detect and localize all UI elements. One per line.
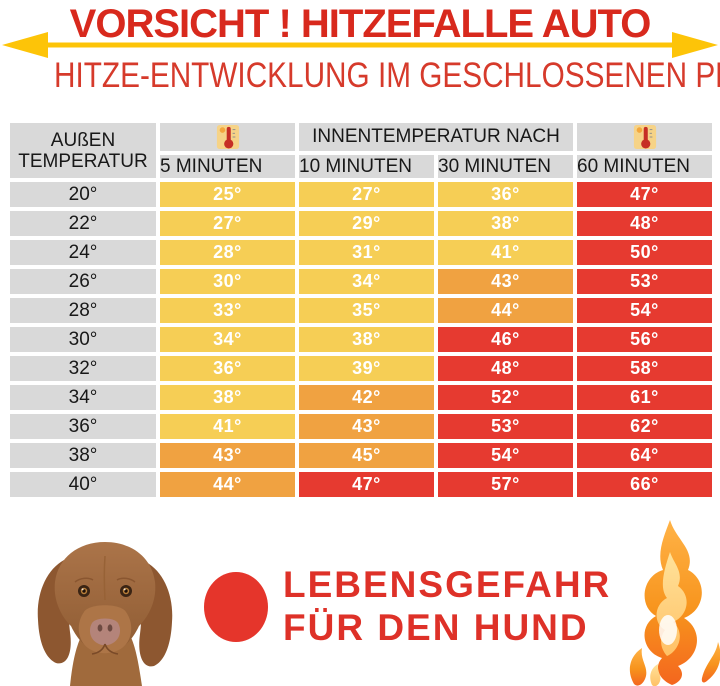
inner-temp-cell: 64°	[577, 443, 712, 468]
table-row: 30° 34° 38° 46° 56°	[10, 327, 712, 352]
table-row: 28° 33° 35° 44° 54°	[10, 298, 712, 323]
inner-temp-cell: 47°	[299, 472, 434, 497]
inner-temp-cell: 47°	[577, 182, 712, 207]
inner-temp-cell: 52°	[438, 385, 573, 410]
outside-temp-cell: 34°	[10, 385, 156, 410]
table-row: 40° 44° 47° 57° 66°	[10, 472, 712, 497]
inner-temp-cell: 44°	[438, 298, 573, 323]
table-row: 32° 36° 39° 48° 58°	[10, 356, 712, 381]
flame-image	[629, 520, 720, 686]
inner-temp-cell: 27°	[160, 211, 295, 236]
inner-temp-cell: 27°	[299, 182, 434, 207]
table-row: 38° 43° 45° 54° 64°	[10, 443, 712, 468]
inner-temp-cell: 36°	[438, 182, 573, 207]
thermometer-icon	[216, 125, 239, 149]
warning-text: LEBENSGEFAHR FÜR DEN HUND	[283, 563, 611, 649]
inner-temp-cell: 56°	[577, 327, 712, 352]
table-row: 36° 41° 43° 53° 62°	[10, 414, 712, 439]
outside-header-line1: AUßEN	[50, 129, 116, 151]
inner-temp-cell: 33°	[160, 298, 295, 323]
inner-temp-cell: 42°	[299, 385, 434, 410]
inner-temp-cell: 43°	[299, 414, 434, 439]
inner-temp-cell: 38°	[438, 211, 573, 236]
inner-temp-cell: 38°	[160, 385, 295, 410]
table-row: 26° 30° 34° 43° 53°	[10, 269, 712, 294]
inner-temp-cell: 50°	[577, 240, 712, 265]
inner-temp-cell: 43°	[438, 269, 573, 294]
outside-temp-cell: 36°	[10, 414, 156, 439]
table-row: 34° 38° 42° 52° 61°	[10, 385, 712, 410]
inner-temp-cell: 41°	[160, 414, 295, 439]
heat-table: AUßEN TEMPERATUR INNENTEMPERATUR NACH	[6, 119, 716, 501]
inner-temp-cell: 31°	[299, 240, 434, 265]
inner-temp-cell: 54°	[577, 298, 712, 323]
inner-temp-cell: 28°	[160, 240, 295, 265]
inner-temp-cell: 57°	[438, 472, 573, 497]
inner-temp-cell: 61°	[577, 385, 712, 410]
table-header-row-1: AUßEN TEMPERATUR INNENTEMPERATUR NACH	[10, 123, 712, 178]
inner-temp-cell: 34°	[299, 269, 434, 294]
outside-temperature-header: AUßEN TEMPERATUR	[10, 123, 156, 178]
outside-temp-cell: 22°	[10, 211, 156, 236]
table-row: 24° 28° 31° 41° 50°	[10, 240, 712, 265]
inner-temp-cell: 35°	[299, 298, 434, 323]
inner-temp-cell: 25°	[160, 182, 295, 207]
dog-photo	[37, 542, 173, 686]
column-header-30-minuten: 30 MINUTEN	[438, 155, 573, 178]
inner-temp-cell: 29°	[299, 211, 434, 236]
outside-temp-cell: 32°	[10, 356, 156, 381]
outside-header-line2: TEMPERATUR	[18, 150, 148, 172]
inner-temp-cell: 54°	[438, 443, 573, 468]
inner-temp-cell: 53°	[577, 269, 712, 294]
column-header-5-minuten: 5 MINUTEN	[160, 155, 295, 178]
page-subtitle: HITZE-ENTWICKLUNG IM GESCHLOSSENEN PKW	[54, 56, 720, 95]
inner-temp-cell: 58°	[577, 356, 712, 381]
inner-temp-cell: 43°	[160, 443, 295, 468]
warning-line2: FÜR DEN HUND	[283, 607, 589, 648]
table-header-row-2: 5 MINUTEN 10 MINUTEN 30 MINUTEN 60 MINUT…	[10, 155, 712, 178]
outside-temp-cell: 20°	[10, 182, 156, 207]
inner-temp-cell: 41°	[438, 240, 573, 265]
inner-temp-cell: 39°	[299, 356, 434, 381]
inner-temp-cell: 38°	[299, 327, 434, 352]
page-title: VORSICHT ! HITZEFALLE AUTO	[69, 2, 652, 46]
table-body: 20° 25° 27° 36° 47° 22° 27° 29° 38° 48° …	[10, 182, 712, 497]
column-header-10-minuten: 10 MINUTEN	[299, 155, 434, 178]
inner-temp-cell: 53°	[438, 414, 573, 439]
inner-temp-cell: 62°	[577, 414, 712, 439]
thermometer-icon-cell-left	[160, 123, 295, 151]
thermometer-icon	[633, 125, 656, 149]
inner-temp-cell: 44°	[160, 472, 295, 497]
table-row: 22° 27° 29° 38° 48°	[10, 211, 712, 236]
inner-temperature-header: INNENTEMPERATUR NACH	[299, 123, 573, 151]
inner-temp-cell: 48°	[438, 356, 573, 381]
outside-temp-cell: 26°	[10, 269, 156, 294]
inner-temp-cell: 45°	[299, 443, 434, 468]
table-row: 20° 25° 27° 36° 47°	[10, 182, 712, 207]
outside-temp-cell: 40°	[10, 472, 156, 497]
outside-temp-cell: 24°	[10, 240, 156, 265]
outside-temp-cell: 38°	[10, 443, 156, 468]
red-danger-dot	[204, 572, 268, 642]
inner-temp-cell: 46°	[438, 327, 573, 352]
double-arrow-icon	[0, 30, 720, 60]
inner-temp-cell: 36°	[160, 356, 295, 381]
warning-line1: LEBENSGEFAHR	[283, 564, 612, 605]
inner-temp-cell: 66°	[577, 472, 712, 497]
outside-temp-cell: 28°	[10, 298, 156, 323]
inner-temp-cell: 48°	[577, 211, 712, 236]
outside-temp-cell: 30°	[10, 327, 156, 352]
column-header-60-minuten: 60 MINUTEN	[577, 155, 712, 178]
inner-temp-cell: 34°	[160, 327, 295, 352]
thermometer-icon-cell-right	[577, 123, 712, 151]
inner-temp-cell: 30°	[160, 269, 295, 294]
